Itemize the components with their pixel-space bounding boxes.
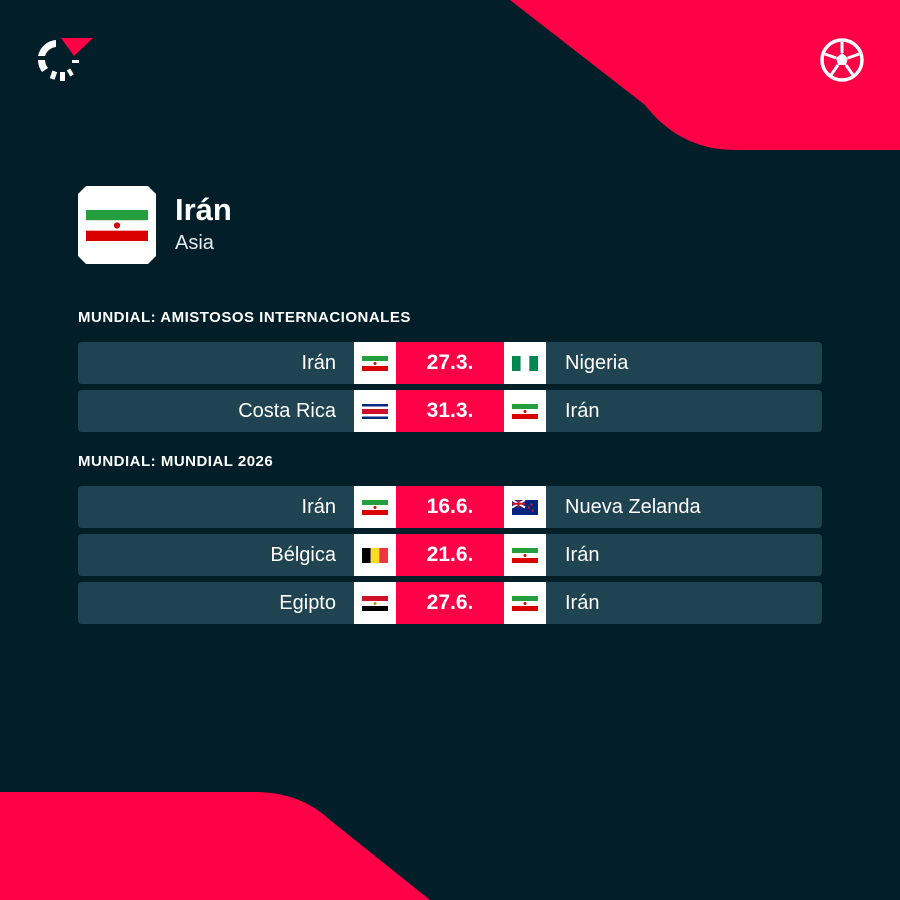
top-right-accent	[510, 0, 900, 150]
section-title: MUNDIAL: AMISTOSOS INTERNACIONALES	[78, 309, 411, 326]
bottom-left-accent	[0, 792, 430, 900]
home-team: Egipto	[279, 591, 336, 614]
match-date: 27.3.	[396, 342, 504, 384]
away-flag-icon	[504, 582, 546, 624]
away-team: Irán	[565, 399, 600, 422]
home-flag-icon	[354, 390, 396, 432]
iran-flag-icon	[362, 355, 388, 371]
team-name: Irán	[175, 192, 232, 227]
home-team: Irán	[301, 351, 336, 374]
match-date: 31.3.	[396, 390, 504, 432]
iran-flag-icon	[512, 547, 538, 563]
away-flag-icon	[504, 534, 546, 576]
away-flag-icon	[504, 390, 546, 432]
match-date: 21.6.	[396, 534, 504, 576]
match-date: 16.6.	[396, 486, 504, 528]
home-flag-icon	[354, 534, 396, 576]
match-row[interactable]: Costa Rica 31.3. Irán	[78, 390, 822, 432]
away-flag-icon	[504, 486, 546, 528]
belgium-flag-icon	[362, 547, 388, 563]
iran-flag-icon	[362, 499, 388, 515]
costa-rica-flag-icon	[362, 403, 388, 419]
section-title: MUNDIAL: MUNDIAL 2026	[78, 453, 274, 470]
home-flag-icon	[354, 342, 396, 384]
iran-flag-icon	[86, 209, 148, 241]
team-flag	[78, 186, 156, 264]
home-team: Costa Rica	[238, 399, 336, 422]
away-flag-icon	[504, 342, 546, 384]
away-team: Irán	[565, 543, 600, 566]
away-team: Nueva Zelanda	[565, 495, 701, 518]
home-team: Bélgica	[270, 543, 336, 566]
away-team: Nigeria	[565, 351, 629, 374]
home-team: Irán	[301, 495, 336, 518]
away-team: Irán	[565, 591, 600, 614]
team-region: Asia	[175, 232, 214, 254]
match-row[interactable]: Irán 27.3. Nigeria	[78, 342, 822, 384]
soccer-ball-icon	[820, 38, 864, 82]
match-row[interactable]: Bélgica 21.6. Irán	[78, 534, 822, 576]
home-flag-icon	[354, 486, 396, 528]
nigeria-flag-icon	[512, 355, 538, 371]
egypt-flag-icon	[362, 595, 388, 611]
iran-flag-icon	[512, 595, 538, 611]
iran-flag-icon	[512, 403, 538, 419]
match-row[interactable]: Egipto 27.6. Irán	[78, 582, 822, 624]
match-date: 27.6.	[396, 582, 504, 624]
home-flag-icon	[354, 582, 396, 624]
match-row[interactable]: Irán 16.6. Nueva Zelanda	[78, 486, 822, 528]
flashscore-logo-icon	[38, 38, 93, 81]
new-zealand-flag-icon	[512, 499, 538, 515]
